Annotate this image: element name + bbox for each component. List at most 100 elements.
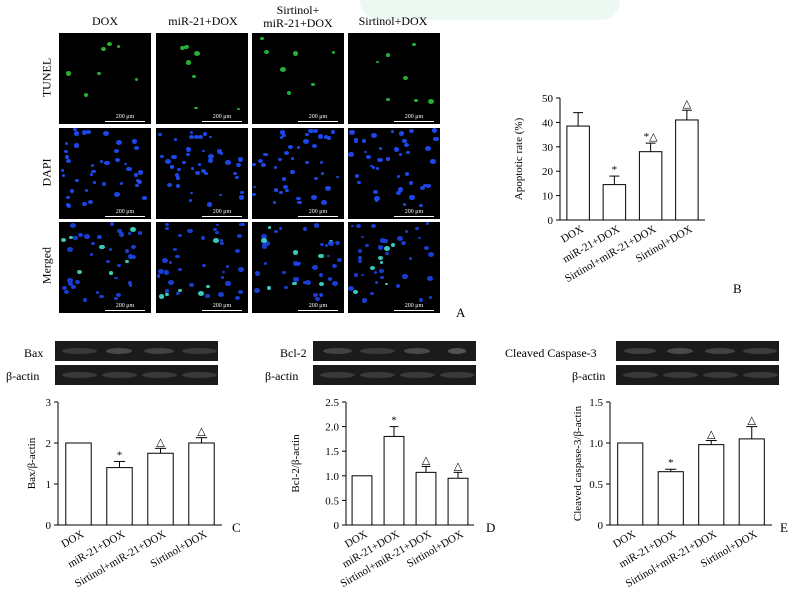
scale-bar: 200 μm bbox=[202, 303, 242, 311]
y-tick-label: 30 bbox=[542, 142, 554, 154]
micrograph-merged-4: 200 μm bbox=[348, 222, 440, 313]
blot-band bbox=[141, 372, 177, 378]
scale-bar: 200 μm bbox=[394, 303, 434, 311]
bar bbox=[383, 435, 405, 526]
significance-mark: △ bbox=[454, 460, 463, 472]
y-tick-label: 1 bbox=[46, 479, 52, 491]
y-tick-label: 0 bbox=[548, 215, 554, 227]
bar bbox=[65, 442, 92, 526]
blot-strip-actin-e bbox=[616, 365, 779, 385]
significance-mark: *△ bbox=[644, 131, 659, 143]
bar bbox=[602, 184, 627, 221]
scale-bar: 200 μm bbox=[202, 209, 242, 217]
blot-band bbox=[322, 348, 352, 354]
significance-mark: △ bbox=[683, 98, 692, 110]
blot-band bbox=[101, 372, 137, 378]
bar bbox=[106, 467, 133, 526]
blot-band bbox=[399, 372, 435, 378]
y-axis-label: Bcl-2/β-actin bbox=[290, 434, 302, 493]
y-axis-label: Apoptotic rate (%) bbox=[513, 117, 525, 200]
chart-d: 00.51.01.52.02.5Bcl-2/β-actinDOX*miR-21+… bbox=[290, 397, 495, 590]
chart-c: 0123Bax/β-actinDOX*miR-21+DOX△Sirtinol+m… bbox=[26, 397, 241, 590]
y-tick-label: 1.0 bbox=[589, 438, 603, 450]
blot-strip-actin-c bbox=[55, 365, 218, 385]
micrograph-dapi-4: 200 μm bbox=[348, 128, 440, 219]
significance-mark: △ bbox=[748, 415, 757, 427]
bar bbox=[447, 477, 469, 526]
blot-band bbox=[143, 348, 175, 354]
y-tick-label: 3 bbox=[46, 397, 52, 409]
y-tick-label: 0.5 bbox=[589, 479, 603, 491]
col-title-dox: DOX bbox=[92, 14, 118, 28]
bar bbox=[147, 452, 174, 526]
y-tick-label: 10 bbox=[542, 191, 554, 203]
panel-letter-b: B bbox=[733, 281, 742, 296]
y-tick-label: 0 bbox=[598, 520, 604, 532]
blot-band bbox=[359, 348, 395, 354]
y-tick-label: 1.0 bbox=[325, 471, 339, 483]
y-tick-label: 1.5 bbox=[325, 446, 339, 458]
y-axis-label: Bax/β-actin bbox=[26, 437, 38, 489]
blot-band bbox=[667, 348, 693, 354]
scale-bar: 200 μm bbox=[394, 209, 434, 217]
blot-strip-caspase3 bbox=[616, 341, 779, 361]
x-tick-label: DOX bbox=[59, 528, 86, 550]
scale-bar: 200 μm bbox=[202, 114, 242, 122]
blot-band bbox=[624, 348, 656, 354]
panel-letter-d: D bbox=[486, 520, 495, 535]
blot-label-bcl2: Bcl-2 bbox=[280, 346, 307, 360]
bar bbox=[188, 442, 215, 526]
blot-band bbox=[704, 348, 736, 354]
micrograph-merged-3: 200 μm bbox=[252, 222, 344, 313]
micrograph-merged-2: 200 μm bbox=[156, 222, 248, 313]
blot-label-bax: Bax bbox=[24, 346, 44, 360]
micrograph-tunel-1: 200 μm bbox=[59, 33, 151, 124]
bar bbox=[738, 438, 765, 526]
panel-letter-c: C bbox=[232, 520, 241, 535]
row-label-dapi: DAPI bbox=[39, 158, 54, 187]
panel-letter-a: A bbox=[456, 305, 466, 320]
bar bbox=[617, 442, 644, 526]
y-tick-label: 0 bbox=[334, 520, 340, 532]
blot-strip-bax bbox=[55, 341, 218, 361]
blot-band bbox=[439, 372, 475, 378]
significance-mark: △ bbox=[156, 436, 165, 448]
col-title-sirtinol-mir21-dox: Sirtinol+ miR-21+DOX bbox=[263, 3, 333, 30]
blot-band bbox=[359, 372, 395, 378]
scale-bar: 200 μm bbox=[105, 209, 145, 217]
blot-band bbox=[662, 372, 698, 378]
y-tick-label: 2.5 bbox=[325, 397, 339, 409]
scale-bar: 200 μm bbox=[298, 114, 338, 122]
micrograph-tunel-3: 200 μm bbox=[252, 33, 344, 124]
significance-mark: △ bbox=[422, 454, 431, 466]
significance-mark: △ bbox=[197, 426, 206, 438]
y-tick-label: 50 bbox=[542, 93, 554, 105]
blot-band bbox=[61, 372, 97, 378]
bar bbox=[638, 151, 663, 221]
y-tick-label: 40 bbox=[542, 117, 554, 129]
scale-bar: 200 μm bbox=[298, 303, 338, 311]
y-tick-label: 2.0 bbox=[325, 422, 339, 434]
micrograph-tunel-4: 200 μm bbox=[348, 33, 440, 124]
scale-bar: 200 μm bbox=[105, 303, 145, 311]
micrograph-dapi-1: 200 μm bbox=[59, 128, 151, 219]
significance-mark: * bbox=[391, 415, 397, 427]
bar bbox=[351, 475, 373, 526]
panel-letter-e: E bbox=[780, 520, 788, 535]
blot-band bbox=[702, 372, 738, 378]
blot-band bbox=[181, 372, 217, 378]
significance-mark: * bbox=[612, 164, 618, 176]
bar bbox=[566, 125, 590, 221]
micrograph-tunel-2: 200 μm bbox=[156, 33, 248, 124]
scale-bar: 200 μm bbox=[298, 209, 338, 217]
x-tick-label: DOX bbox=[611, 528, 638, 550]
blot-band bbox=[106, 348, 132, 354]
y-tick-label: 2 bbox=[46, 438, 52, 450]
watermark bbox=[360, 0, 620, 20]
y-tick-label: 0.5 bbox=[325, 495, 339, 507]
blot-band bbox=[61, 348, 97, 354]
y-tick-label: 0 bbox=[46, 520, 52, 532]
row-label-merged: Merged bbox=[39, 246, 54, 285]
